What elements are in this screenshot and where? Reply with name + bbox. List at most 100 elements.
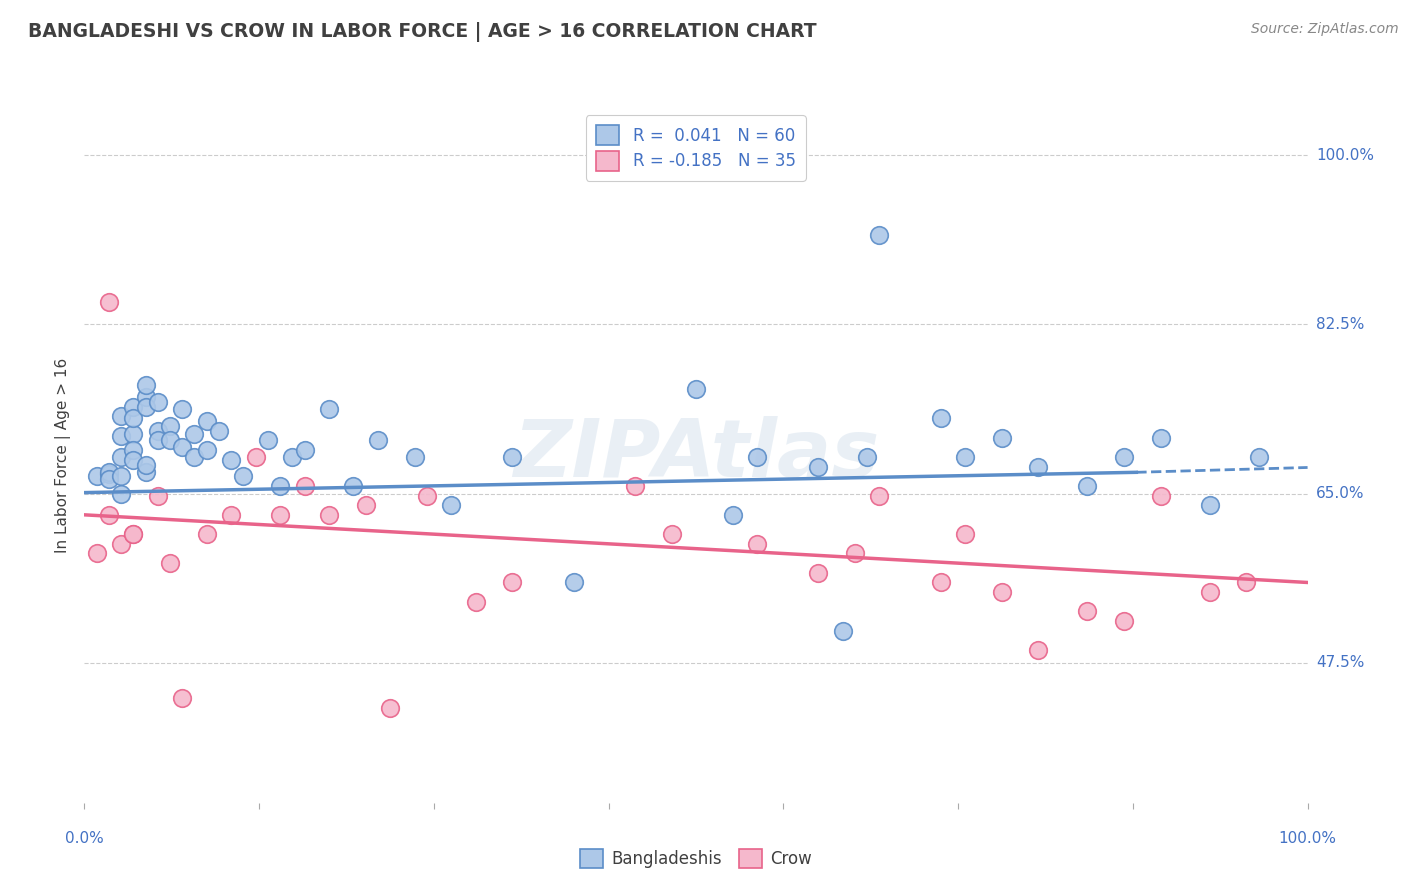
Point <box>269 479 291 493</box>
Point <box>1028 643 1050 657</box>
Point <box>146 434 169 448</box>
Point <box>661 527 683 541</box>
Text: 0.0%: 0.0% <box>65 830 104 846</box>
Point <box>294 443 316 458</box>
Point <box>1150 431 1173 445</box>
Point <box>110 486 132 500</box>
Point <box>159 419 181 434</box>
Point <box>856 450 879 464</box>
Point <box>97 467 120 482</box>
Point <box>721 508 744 522</box>
Point <box>110 409 132 424</box>
Point <box>1150 489 1173 503</box>
Point <box>953 450 976 464</box>
Point <box>172 401 194 416</box>
Text: 65.0%: 65.0% <box>1316 486 1364 501</box>
Point <box>953 527 976 541</box>
Point <box>294 479 316 493</box>
Point <box>1234 575 1257 590</box>
Point <box>135 378 157 392</box>
Point <box>135 466 157 480</box>
Point <box>257 434 280 448</box>
Point <box>869 489 891 503</box>
Point <box>844 546 866 561</box>
Text: ZIPAtlas: ZIPAtlas <box>513 416 879 494</box>
Point <box>110 450 132 464</box>
Point <box>110 537 132 551</box>
Text: Source: ZipAtlas.com: Source: ZipAtlas.com <box>1251 22 1399 37</box>
Point <box>501 575 523 590</box>
Point <box>97 295 120 310</box>
Point <box>172 691 194 706</box>
Point <box>464 595 486 609</box>
Point <box>122 411 145 425</box>
Point <box>183 426 205 441</box>
Point <box>245 450 267 464</box>
Point <box>624 479 647 493</box>
Point <box>1028 459 1050 474</box>
Point <box>135 458 157 472</box>
Y-axis label: In Labor Force | Age > 16: In Labor Force | Age > 16 <box>55 358 72 552</box>
Point <box>122 400 145 414</box>
Point <box>86 546 108 561</box>
Point <box>281 450 304 464</box>
Point <box>1076 479 1098 493</box>
Text: BANGLADESHI VS CROW IN LABOR FORCE | AGE > 16 CORRELATION CHART: BANGLADESHI VS CROW IN LABOR FORCE | AGE… <box>28 22 817 42</box>
Point <box>208 424 231 438</box>
Point <box>195 527 218 541</box>
Point <box>1076 605 1098 619</box>
Point <box>86 469 108 483</box>
Point <box>929 411 952 425</box>
Point <box>97 466 120 480</box>
Point <box>1247 450 1270 464</box>
Point <box>807 566 830 580</box>
Point <box>122 527 145 541</box>
Point <box>929 575 952 590</box>
Point <box>1198 498 1220 512</box>
Point <box>562 575 585 590</box>
Point <box>146 489 169 503</box>
Point <box>501 450 523 464</box>
Point <box>318 508 340 522</box>
Point <box>747 537 769 551</box>
Point <box>159 556 181 570</box>
Point <box>135 390 157 404</box>
Point <box>404 450 426 464</box>
Text: 47.5%: 47.5% <box>1316 656 1364 670</box>
Point <box>195 414 218 428</box>
Point <box>122 452 145 467</box>
Point <box>416 489 439 503</box>
Legend: Bangladeshis, Crow: Bangladeshis, Crow <box>574 842 818 874</box>
Point <box>159 434 181 448</box>
Point <box>1114 450 1136 464</box>
Point <box>195 443 218 458</box>
Point <box>318 401 340 416</box>
Point <box>122 426 145 441</box>
Point <box>747 450 769 464</box>
Point <box>146 424 169 438</box>
Point <box>990 431 1012 445</box>
Point <box>183 450 205 464</box>
Text: 82.5%: 82.5% <box>1316 317 1364 332</box>
Point <box>110 469 132 483</box>
Point <box>122 527 145 541</box>
Point <box>869 227 891 242</box>
Point <box>269 508 291 522</box>
Text: 100.0%: 100.0% <box>1316 148 1374 163</box>
Point <box>97 508 120 522</box>
Point <box>380 701 402 715</box>
Point <box>1114 614 1136 628</box>
Point <box>990 585 1012 599</box>
Point <box>146 394 169 409</box>
Point <box>135 400 157 414</box>
Point <box>219 508 242 522</box>
Point <box>807 459 830 474</box>
Point <box>342 479 364 493</box>
Point <box>440 498 463 512</box>
Point <box>219 452 242 467</box>
Point <box>1198 585 1220 599</box>
Point <box>354 498 377 512</box>
Point <box>110 428 132 442</box>
Point <box>97 472 120 486</box>
Point <box>367 434 389 448</box>
